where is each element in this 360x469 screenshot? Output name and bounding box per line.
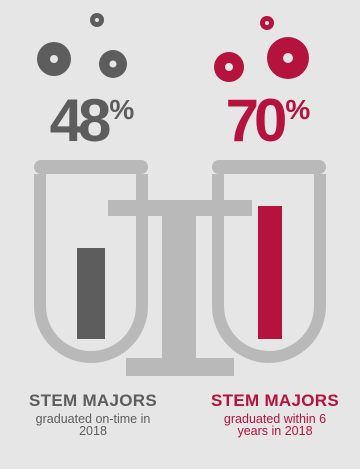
left-caption-title: STEM MAJORS [29, 391, 157, 410]
left-percent-sign: % [109, 94, 135, 125]
left-percent-value: 48 [49, 87, 112, 154]
right-caption-title: STEM MAJORS [211, 391, 339, 410]
right-caption: STEM MAJORS graduated within 6 years in … [190, 391, 360, 438]
left-caption-description: graduated on-time in 2018 [35, 412, 151, 438]
right-percent-value: 70 [225, 87, 288, 154]
right-liquid-level [258, 206, 282, 339]
right-test-tube-icon [212, 160, 326, 363]
left-liquid-level [77, 248, 105, 339]
right-percentage: 70% [198, 80, 338, 151]
right-percent-sign: % [285, 94, 311, 125]
left-caption: STEM MAJORS graduated on-time in 2018 [8, 391, 178, 438]
stand-icon [108, 200, 252, 376]
right-bubbles-icon [214, 16, 309, 82]
left-test-tube-icon [34, 160, 148, 363]
right-caption-description: graduated within 6 years in 2018 [223, 412, 327, 438]
left-percentage: 48% [22, 80, 162, 151]
left-bubbles-icon [37, 13, 127, 78]
